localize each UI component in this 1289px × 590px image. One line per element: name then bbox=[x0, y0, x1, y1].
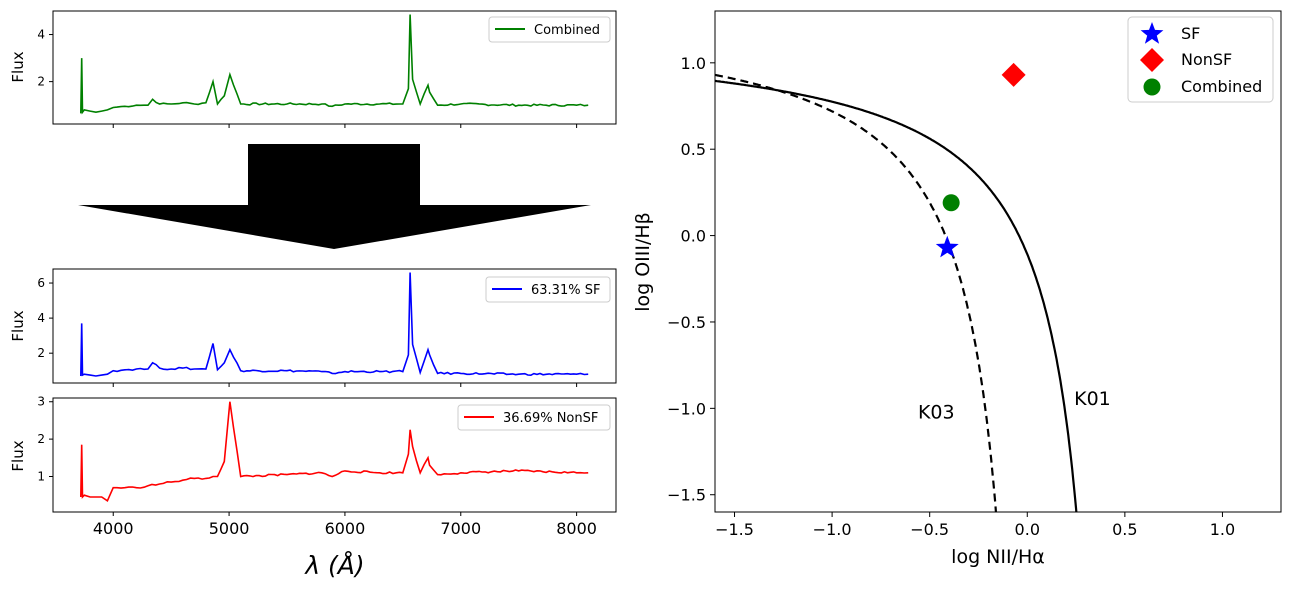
legend: 63.31% SF bbox=[485, 276, 611, 303]
ylabel: Flux bbox=[9, 51, 27, 82]
xlabel: log NII/Hα bbox=[951, 546, 1045, 568]
xlabel: λ (Å) bbox=[303, 551, 364, 580]
legend-marker-star-icon bbox=[1140, 22, 1164, 44]
legend-box bbox=[488, 16, 611, 43]
yticks: −1.5 −1.0 −0.5 0.0 0.5 1.0 bbox=[667, 54, 715, 505]
legend-marker-diamond-icon bbox=[1140, 48, 1164, 72]
legend-diamond bbox=[1140, 48, 1164, 72]
ytick-label: 1 bbox=[37, 469, 45, 483]
legend-star bbox=[1140, 22, 1164, 44]
ylabel: Flux bbox=[9, 440, 27, 471]
ylabel: Flux bbox=[9, 310, 27, 341]
marker-circle bbox=[942, 194, 960, 212]
k03-label: K03 bbox=[918, 402, 955, 424]
legend-box bbox=[485, 276, 611, 303]
legend-label-sf: SF bbox=[1181, 24, 1200, 43]
ytick-label: 6 bbox=[37, 276, 45, 290]
legend-circle bbox=[1143, 78, 1161, 96]
panel-combined-spectrum: 24 Flux Combined bbox=[9, 10, 617, 128]
down-arrow-icon bbox=[78, 144, 591, 249]
xtick-label: 4000 bbox=[93, 519, 134, 538]
plot-frame bbox=[52, 397, 617, 513]
series-line bbox=[80, 272, 589, 377]
plot-frame bbox=[714, 10, 1282, 513]
ytick-label: 3 bbox=[37, 395, 45, 409]
legend-box bbox=[457, 404, 611, 431]
marker-diamond bbox=[1001, 62, 1026, 87]
plot-frame bbox=[52, 10, 617, 125]
xtick-label: 1.0 bbox=[1210, 520, 1235, 539]
legend-box bbox=[1127, 16, 1274, 103]
yticks: 1 2 3 bbox=[37, 395, 53, 483]
xtick-label: 0.5 bbox=[1112, 520, 1137, 539]
xtick-label: 8000 bbox=[556, 519, 597, 538]
marker-star bbox=[935, 235, 959, 258]
panel-sf-spectrum: 2 4 6 Flux 63.31% SF bbox=[9, 268, 617, 387]
legend-label-combined: Combined bbox=[1181, 77, 1262, 96]
ytick-label: 0.5 bbox=[681, 140, 706, 159]
ytick-label: 4 bbox=[37, 311, 45, 325]
ytick-label: 1.0 bbox=[681, 54, 706, 73]
ytick-label: 0.0 bbox=[681, 227, 706, 246]
ytick-label: −1.5 bbox=[667, 486, 706, 505]
legend: 36.69% NonSF bbox=[457, 404, 611, 431]
panel-bpt-diagram: −1.5 −1.0 −0.5 0.0 0.5 1.0 −1.5 −1.0 −0.5 0.0 0.5… bbox=[632, 10, 1282, 568]
xtick-label: 0.0 bbox=[1015, 520, 1040, 539]
ytick-label: 2 bbox=[37, 346, 45, 360]
ytick-label: 2 bbox=[37, 75, 45, 89]
series-line bbox=[80, 14, 589, 115]
legend-label-nonsf: NonSF bbox=[1181, 50, 1232, 69]
legend: Combined bbox=[488, 16, 611, 43]
ylabel: log OIII/Hβ bbox=[632, 212, 654, 312]
ytick-label: −1.0 bbox=[667, 399, 706, 418]
xtick-label: −1.0 bbox=[813, 520, 852, 539]
legend-label: 63.31% SF bbox=[531, 283, 600, 298]
series-line bbox=[80, 401, 589, 502]
legend-label: 36.69% NonSF bbox=[503, 411, 598, 426]
legend: SF NonSF Combined bbox=[1127, 16, 1274, 103]
k01-label: K01 bbox=[1074, 388, 1111, 410]
yticks: 24 bbox=[37, 28, 578, 128]
ytick-label: 4 bbox=[37, 28, 45, 42]
plot-frame bbox=[52, 268, 617, 384]
ytick-label: 2 bbox=[37, 432, 45, 446]
xticks: −1.5 −1.0 −0.5 0.0 0.5 1.0 bbox=[715, 512, 1235, 539]
panel-nonsf-spectrum: 1 2 3 4000 5000 6000 7000 8000 Flux λ (Å) 36.6… bbox=[9, 395, 617, 580]
k03-curve bbox=[715, 73, 998, 512]
legend-marker-circle-icon bbox=[1143, 78, 1161, 96]
xtick-label: 7000 bbox=[440, 519, 481, 538]
xtick-label: −1.5 bbox=[715, 520, 754, 539]
xticks: 4000 5000 6000 7000 8000 bbox=[93, 512, 597, 538]
xtick-label: 5000 bbox=[209, 519, 250, 538]
markers bbox=[935, 62, 1026, 258]
legend-label: Combined bbox=[534, 23, 600, 38]
k01-curve bbox=[715, 79, 1078, 512]
xtick-label: 6000 bbox=[325, 519, 366, 538]
xtick-label: −0.5 bbox=[910, 520, 949, 539]
ytick-label: −0.5 bbox=[667, 313, 706, 332]
yticks: 2 4 6 bbox=[37, 276, 578, 387]
